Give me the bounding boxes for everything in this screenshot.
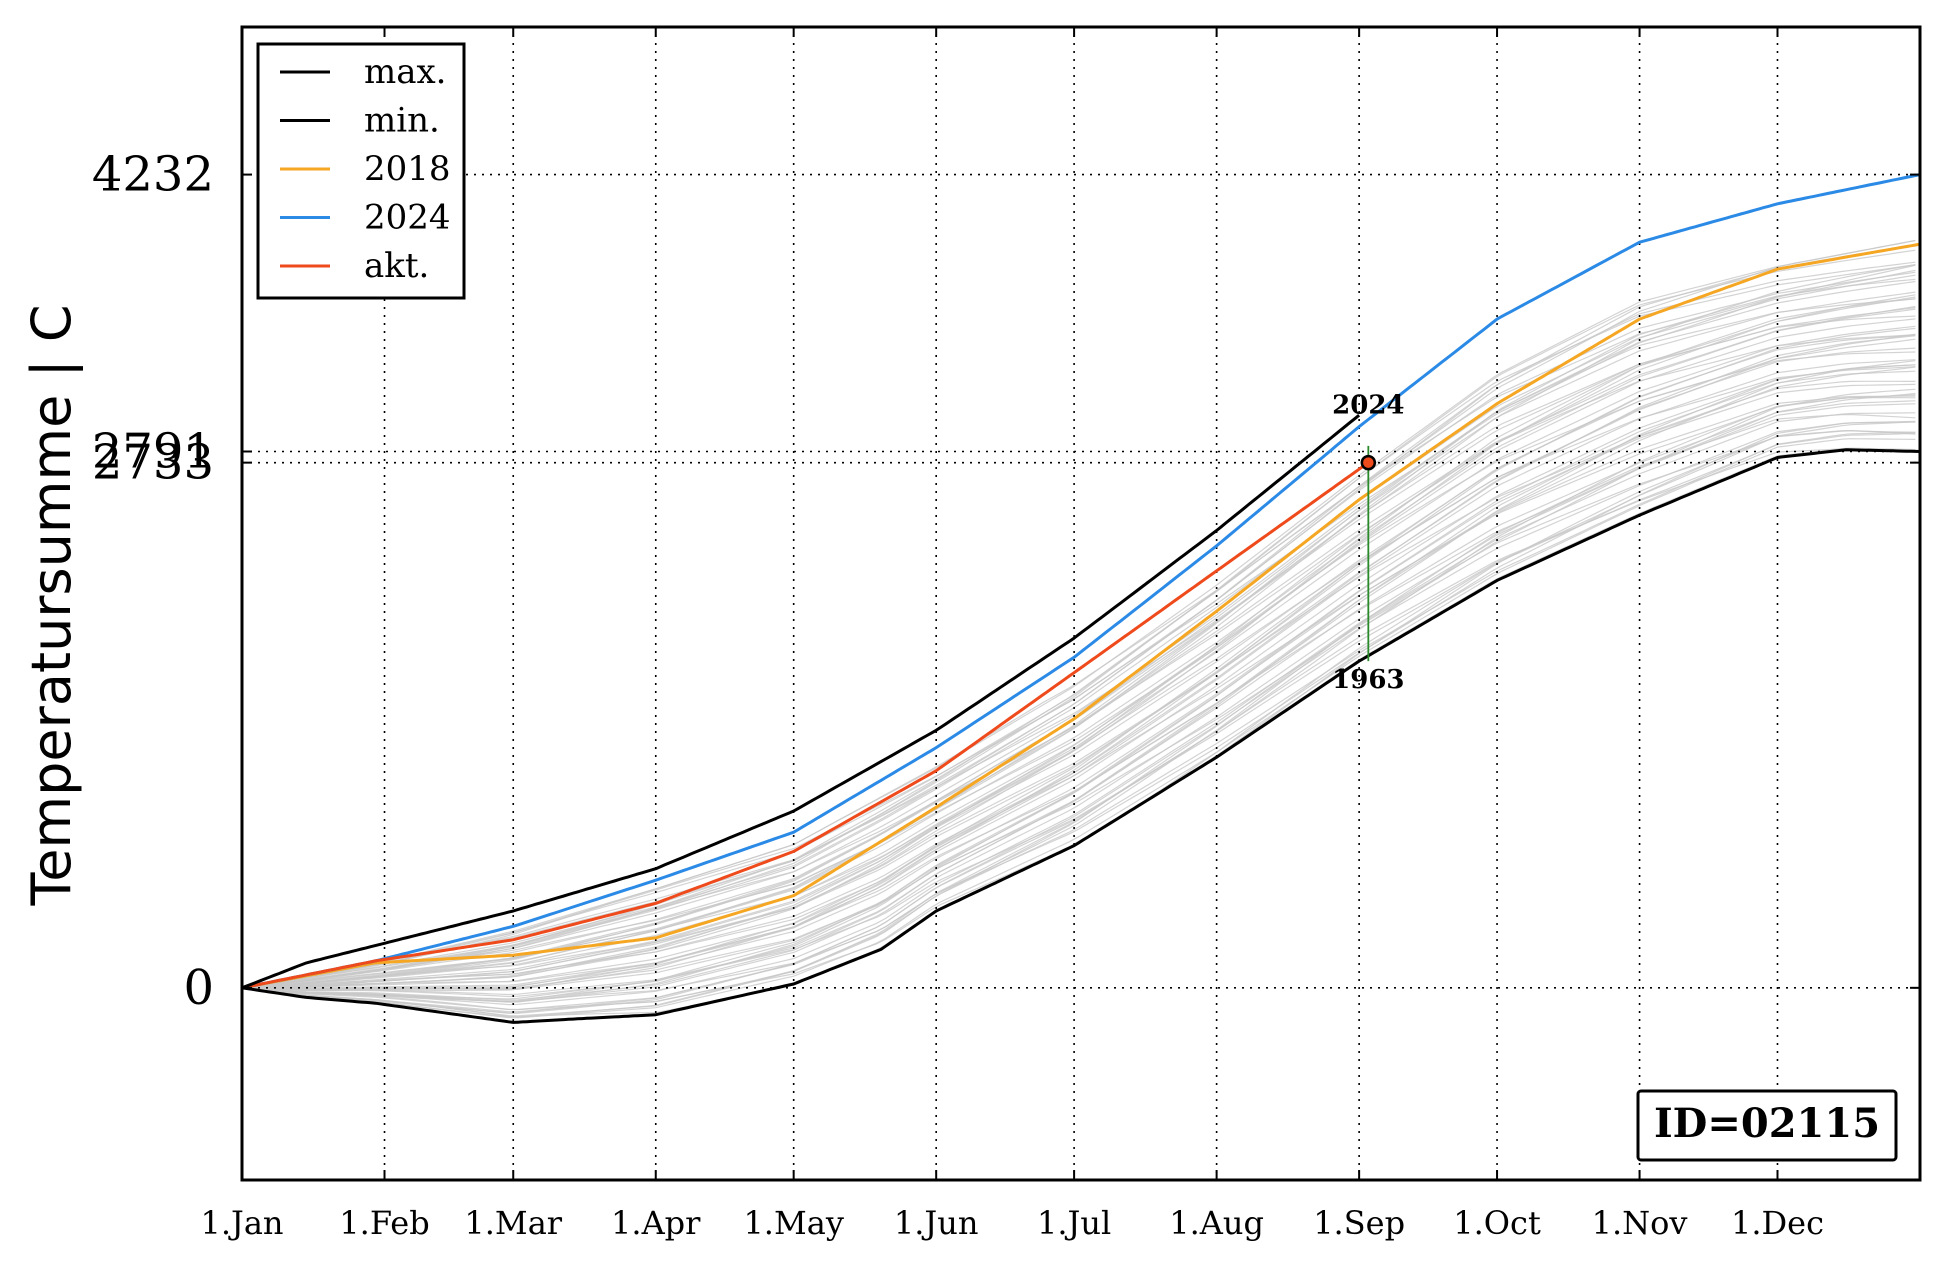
- legend-label: 2024: [364, 198, 451, 238]
- annotation-2024: 2024: [1332, 390, 1404, 420]
- station-id-box: ID=02115: [1636, 1089, 1898, 1162]
- background-year-line: [241, 298, 1916, 989]
- background-year-line: [241, 397, 1916, 1000]
- y-tick-label: 4232: [92, 147, 214, 203]
- x-tick-label: 1.Jun: [894, 1204, 979, 1242]
- x-tick-label: 1.Mar: [464, 1204, 562, 1242]
- background-year-line: [241, 294, 1916, 989]
- background-year-line: [241, 239, 1916, 989]
- background-year-line: [241, 420, 1916, 1011]
- series-line-min: [241, 448, 1921, 1024]
- background-year-line: [241, 366, 1916, 990]
- background-year-line: [241, 430, 1916, 1011]
- y-tick-label: 0: [183, 960, 214, 1016]
- background-year-line: [241, 429, 1916, 1013]
- plot-frame: [240, 25, 1922, 1182]
- background-year-line: [241, 298, 1916, 989]
- background-year-line: [241, 269, 1916, 989]
- legend-label: akt.: [364, 246, 429, 286]
- background-year-line: [241, 400, 1916, 1001]
- background-year-line: [241, 421, 1916, 1014]
- background-year-line: [241, 334, 1916, 989]
- x-tick-label: 1.Apr: [611, 1204, 701, 1242]
- background-year-line: [241, 307, 1916, 989]
- background-year-line: [241, 364, 1916, 990]
- background-year-line: [241, 249, 1916, 989]
- background-year-line: [241, 431, 1916, 1018]
- background-year-line: [241, 271, 1916, 989]
- background-year-line: [241, 338, 1916, 989]
- background-year-line: [241, 370, 1916, 990]
- annotation-layer: 2024 1963: [1332, 390, 1404, 695]
- series-line-2018: [241, 242, 1921, 990]
- legend-label: 2018: [364, 149, 451, 189]
- x-tick-label: 1.Aug: [1169, 1204, 1264, 1242]
- x-tick-label: 1.Sep: [1313, 1204, 1405, 1242]
- legend-label: min.: [364, 101, 440, 141]
- x-tick-label: 1.Jan: [200, 1204, 283, 1242]
- background-year-line: [241, 327, 1916, 989]
- background-year-line: [241, 325, 1916, 989]
- background-year-line: [241, 412, 1916, 1006]
- y-axis-label: Temperatursumme | C: [20, 304, 83, 906]
- x-tick-label: 1.Feb: [339, 1204, 429, 1242]
- legend-label: max.: [364, 52, 447, 92]
- series-lines: [241, 173, 1921, 1024]
- x-tick-label: 1.Dec: [1731, 1204, 1824, 1242]
- y-tick-label: 2791: [92, 423, 214, 479]
- legend-box: [256, 42, 466, 300]
- background-year-line: [241, 366, 1916, 989]
- background-year-line: [241, 334, 1916, 989]
- background-year-line: [241, 438, 1916, 1019]
- legend: max. min. 2018 2024 akt.: [256, 42, 466, 300]
- x-tick-label: 1.Nov: [1592, 1204, 1688, 1242]
- series-line-max: [241, 414, 1361, 990]
- x-tick-label: 1.Jul: [1037, 1204, 1111, 1242]
- background-year-line: [241, 264, 1916, 989]
- x-tick-label: 1.May: [743, 1204, 843, 1242]
- background-year-lines: [241, 239, 1916, 1023]
- y-tick-label: 2733: [92, 435, 214, 491]
- background-year-line: [242, 359, 1916, 989]
- station-id-label: ID=02115: [1654, 1100, 1880, 1147]
- background-year-line: [241, 261, 1916, 989]
- background-year-line: [241, 305, 1916, 989]
- background-year-line: [241, 318, 1916, 989]
- background-year-line: [241, 333, 1916, 989]
- background-year-line: [242, 335, 1916, 989]
- series-line-2024: [241, 173, 1921, 990]
- x-axis-ticks: 1.Jan 1.Feb 1.Mar 1.Apr 1.May 1.Jun 1.Jul 1.Aug…: [200, 27, 1824, 1242]
- x-tick-label: 1.Oct: [1453, 1204, 1541, 1242]
- background-year-line: [241, 239, 1916, 989]
- series-line-akt: [241, 461, 1370, 990]
- grid: [241, 27, 1920, 1180]
- current-point-marker: [1360, 454, 1377, 471]
- background-year-line: [241, 360, 1916, 991]
- background-year-line: [241, 380, 1916, 991]
- background-year-line: [241, 274, 1916, 989]
- annotation-1963: 1963: [1332, 665, 1404, 695]
- background-year-line: [241, 291, 1916, 989]
